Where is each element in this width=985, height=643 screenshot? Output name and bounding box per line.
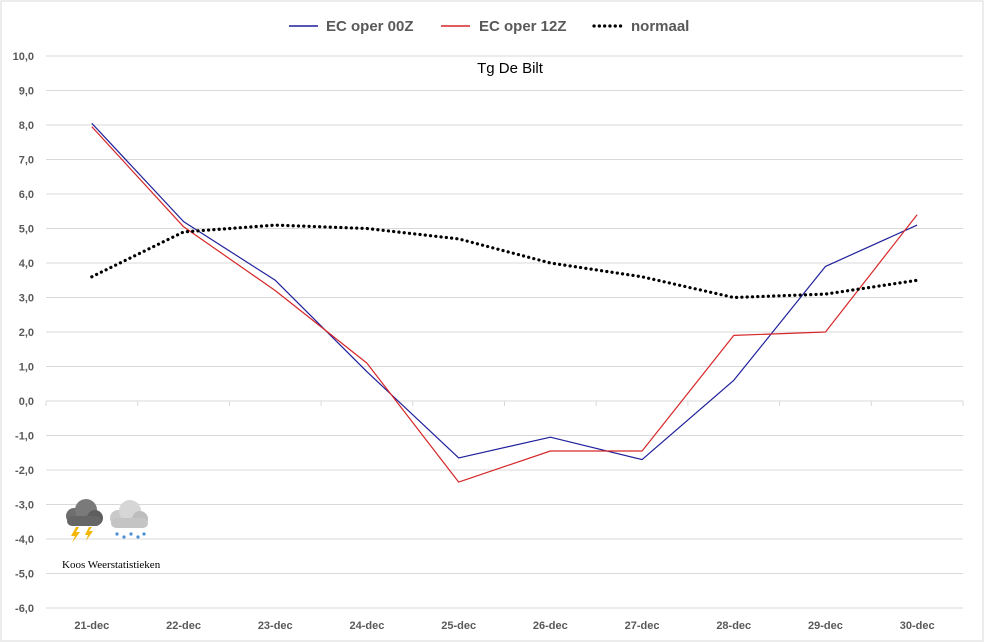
- x-tick-label: 23-dec: [258, 620, 293, 632]
- y-tick-label: 8,0: [19, 120, 34, 132]
- y-tick-label: -4,0: [15, 534, 34, 546]
- y-tick-label: 6,0: [19, 189, 34, 201]
- y-axis-ticks: 10,0 9,0 8,0 7,0 6,0 5,0 4,0 3,0 2,0 1,0 0,0 -1,0 -2…: [13, 51, 34, 615]
- y-tick-label: 5,0: [19, 224, 34, 236]
- legend: EC oper 00Z EC oper 12Z normaal: [289, 18, 689, 35]
- y-tick-label: 0,0: [19, 396, 34, 408]
- y-tick-label: -1,0: [15, 431, 34, 443]
- x-tick-label: 25-dec: [441, 620, 476, 632]
- gridlines: [45, 55, 964, 609]
- y-tick-label: 2,0: [19, 327, 34, 339]
- x-tick-label: 27-dec: [625, 620, 660, 632]
- legend-label: EC oper 12Z: [479, 18, 567, 35]
- legend-item: EC oper 00Z: [289, 18, 414, 35]
- watermark: Koos Weerstatistieken: [62, 499, 161, 571]
- y-tick-label: -6,0: [15, 603, 34, 615]
- series-line-normaal: [90, 223, 919, 300]
- x-tick-label: 28-dec: [716, 620, 751, 632]
- y-tick-label: 4,0: [19, 258, 34, 270]
- y-tick-label: 9,0: [19, 86, 34, 98]
- legend-label: normaal: [631, 18, 689, 35]
- series-line-ec-oper-00z: [91, 122, 918, 461]
- legend-item: EC oper 12Z: [441, 18, 567, 35]
- legend-item: normaal: [592, 18, 689, 35]
- y-tick-label: 1,0: [19, 362, 34, 374]
- thunderstorm-cloud-icon: [66, 499, 103, 543]
- x-tick-label: 26-dec: [533, 620, 568, 632]
- y-tick-label: -5,0: [15, 569, 34, 581]
- y-tick-label: 3,0: [19, 293, 34, 305]
- y-tick-label: -3,0: [15, 500, 34, 512]
- x-tick-label: 29-dec: [808, 620, 843, 632]
- legend-label: EC oper 00Z: [326, 18, 414, 35]
- snow-cloud-icon: [110, 500, 148, 539]
- series-layer: [90, 122, 919, 483]
- y-tick-label: 10,0: [13, 51, 34, 63]
- series-line-ec-oper-12z: [91, 126, 918, 483]
- x-tick-label: 30-dec: [900, 620, 935, 632]
- x-tick-label: 24-dec: [350, 620, 385, 632]
- watermark-text: Koos Weerstatistieken: [62, 559, 161, 571]
- y-tick-label: 7,0: [19, 155, 34, 167]
- x-tick-label: 22-dec: [166, 620, 201, 632]
- chart-title: Tg De Bilt: [477, 60, 544, 77]
- x-axis-ticks: 21-dec 22-dec 23-dec 24-dec 25-dec 26-dec 27-d…: [74, 620, 934, 632]
- x-tick-label: 21-dec: [74, 620, 109, 632]
- y-tick-label: -2,0: [15, 465, 34, 477]
